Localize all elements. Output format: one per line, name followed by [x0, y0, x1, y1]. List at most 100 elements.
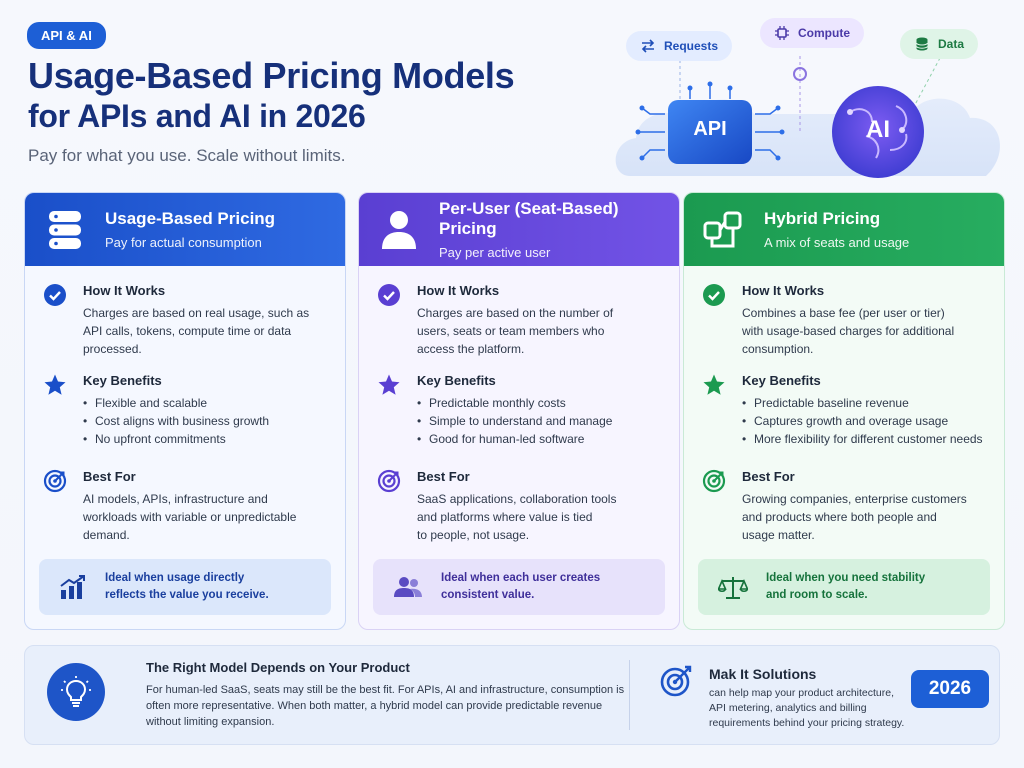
text-line: Growing companies, enterprise customers [742, 490, 994, 508]
text-line: with usage-based charges for additional [742, 322, 994, 340]
list-item: No upfront commitments [83, 430, 335, 448]
summary-body: For human-led SaaS, seats may still be t… [146, 682, 636, 730]
best-for-section: Best For AI models, APIs, infrastructure… [43, 469, 335, 544]
key-benefits-section: Key Benefits Predictable monthly costs S… [377, 373, 669, 448]
benefits-list: Predictable monthly costs Simple to unde… [417, 394, 669, 448]
best-for-section: Best For Growing companies, enterprise c… [702, 469, 994, 544]
requests-pill: Requests [626, 31, 732, 61]
list-item: Good for human-led software [417, 430, 669, 448]
text-line: access the platform. [417, 340, 669, 358]
check-circle-icon [43, 283, 67, 307]
card-subtitle: Pay for actual consumption [105, 235, 275, 250]
ai-brain-label: AI [832, 116, 924, 144]
text-line: demand. [83, 526, 335, 544]
ideal-callout: Ideal when each user creates consistent … [373, 559, 665, 615]
list-item: Captures growth and overage usage [742, 412, 994, 430]
user-icon [377, 208, 421, 252]
section-title: Best For [83, 469, 335, 484]
section-title: Key Benefits [417, 373, 669, 388]
list-item: Cost aligns with business growth [83, 412, 335, 430]
data-pill: Data [900, 29, 978, 59]
how-it-works-section: How It Works Combines a base fee (per us… [702, 283, 994, 358]
check-circle-icon [377, 283, 401, 307]
text-line: AI models, APIs, infrastructure and [83, 490, 335, 508]
users-icon [393, 575, 423, 599]
section-body: Growing companies, enterprise customers … [742, 490, 994, 544]
section-body: Charges are based on the number of users… [417, 304, 669, 358]
text-line: usage matter. [742, 526, 994, 544]
ideal-text: and room to scale. [766, 587, 925, 604]
target-arrow-icon [660, 664, 694, 698]
hybrid-icon [702, 208, 746, 252]
card-usage-based: Usage-Based Pricing Pay for actual consu… [24, 192, 346, 630]
best-for-section: Best For SaaS applications, collaboratio… [377, 469, 669, 544]
summary-bar: The Right Model Depends on Your Product … [24, 645, 1000, 745]
ideal-text: reflects the value you receive. [105, 587, 269, 604]
category-badge: API & AI [27, 22, 106, 49]
target-icon [377, 469, 401, 493]
section-title: Key Benefits [83, 373, 335, 388]
card-title: Hybrid Pricing [764, 209, 909, 229]
balance-scale-icon [718, 574, 748, 600]
section-body: Charges are based on real usage, such as… [83, 304, 335, 358]
text-line: Charges are based on real usage, such as [83, 304, 335, 322]
section-body: SaaS applications, collaboration tools a… [417, 490, 669, 544]
text-line: Combines a base fee (per user or tier) [742, 304, 994, 322]
section-title: How It Works [417, 283, 669, 298]
key-benefits-section: Key Benefits Predictable baseline revenu… [702, 373, 994, 448]
star-icon [702, 373, 726, 397]
text-line: workloads with variable or unpredictable [83, 508, 335, 526]
text-line: API calls, tokens, compute time or data [83, 322, 335, 340]
how-it-works-section: How It Works Charges are based on real u… [43, 283, 335, 358]
ideal-text: Ideal when usage directly [105, 570, 269, 587]
section-title: How It Works [742, 283, 994, 298]
text-line: and products where both people and [742, 508, 994, 526]
section-body: AI models, APIs, infrastructure and work… [83, 490, 335, 544]
text-line: to people, not usage. [417, 526, 669, 544]
card-header: Hybrid Pricing A mix of seats and usage [684, 193, 1004, 266]
list-item: More flexibility for different customer … [742, 430, 994, 448]
compute-pill: Compute [760, 18, 864, 48]
text-line: consumption. [742, 340, 994, 358]
target-icon [702, 469, 726, 493]
lightbulb-icon [47, 663, 105, 721]
requests-label: Requests [664, 39, 718, 53]
star-icon [377, 373, 401, 397]
hero-illustration: API AI Requests Compute Data [610, 14, 1010, 189]
card-title: Per-User (Seat-Based) Pricing [439, 199, 679, 239]
compute-label: Compute [798, 26, 850, 40]
arrows-exchange-icon [640, 38, 656, 54]
cpu-chip-icon [774, 25, 790, 41]
database-icon [914, 36, 930, 52]
text-line: users, seats or team members who [417, 322, 669, 340]
section-title: How It Works [83, 283, 335, 298]
api-chip-label: API [668, 118, 752, 141]
divider [629, 660, 630, 730]
card-subtitle: A mix of seats and usage [764, 235, 909, 250]
list-item: Predictable baseline revenue [742, 394, 994, 412]
text-line: Charges are based on the number of [417, 304, 669, 322]
summary-title: The Right Model Depends on Your Product [146, 660, 410, 675]
list-item: Simple to understand and manage [417, 412, 669, 430]
check-circle-icon [702, 283, 726, 307]
how-it-works-section: How It Works Charges are based on the nu… [377, 283, 669, 358]
key-benefits-section: Key Benefits Flexible and scalable Cost … [43, 373, 335, 448]
card-per-user: Per-User (Seat-Based) Pricing Pay per ac… [358, 192, 680, 630]
company-description: can help map your product architecture, … [709, 686, 909, 731]
card-header: Usage-Based Pricing Pay for actual consu… [25, 193, 345, 266]
page-subtitle: Pay for what you use. Scale without limi… [28, 146, 345, 166]
benefits-list: Predictable baseline revenue Captures gr… [742, 394, 994, 448]
ideal-text: Ideal when each user creates [441, 570, 600, 587]
card-subtitle: Pay per active user [439, 245, 679, 260]
section-body: Combines a base fee (per user or tier) w… [742, 304, 994, 358]
ideal-text: Ideal when you need stability [766, 570, 925, 587]
data-label: Data [938, 37, 964, 51]
card-hybrid: Hybrid Pricing A mix of seats and usage … [683, 192, 1005, 630]
text-line: and platforms where value is tied [417, 508, 669, 526]
section-title: Key Benefits [742, 373, 994, 388]
card-title: Usage-Based Pricing [105, 209, 275, 229]
database-icon [43, 208, 87, 252]
list-item: Flexible and scalable [83, 394, 335, 412]
list-item: Predictable monthly costs [417, 394, 669, 412]
card-header: Per-User (Seat-Based) Pricing Pay per ac… [359, 193, 679, 266]
